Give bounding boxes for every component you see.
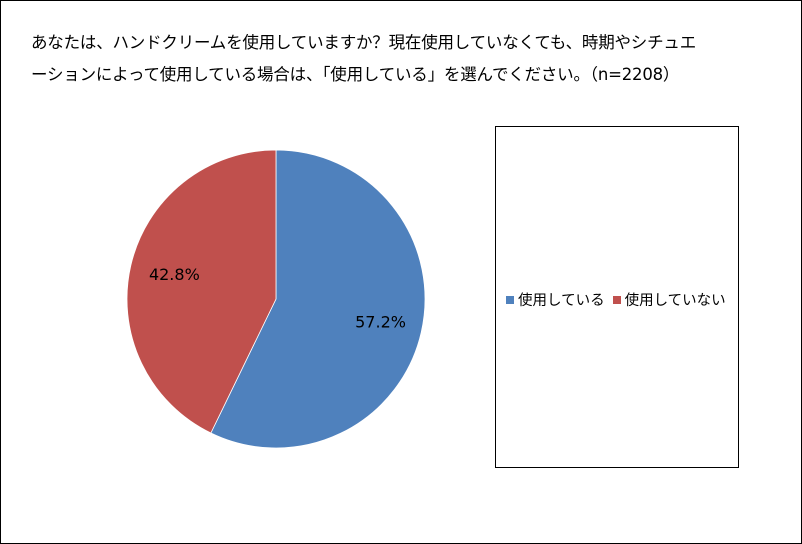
legend-label-not-used: 使用していない xyxy=(624,293,726,309)
chart-title-line-2: ーションによって使用している場合は、「使用している」を選んでください。（n=22… xyxy=(31,65,680,84)
legend-box: 使用している 使用していない xyxy=(495,126,739,468)
legend-label-used: 使用している xyxy=(518,293,605,309)
pie-label-not-used: 42.8% xyxy=(149,265,200,284)
chart-title: あなたは、ハンドクリームを使用していますか？現在使用していなくても、時期やシチュ… xyxy=(31,27,731,91)
legend-item-used: 使用している xyxy=(506,289,605,310)
legend: 使用している 使用していない xyxy=(506,289,734,310)
legend-item-not-used: 使用していない xyxy=(612,289,726,310)
chart-title-line-1: あなたは、ハンドクリームを使用していますか？現在使用していなくても、時期やシチュ… xyxy=(31,33,697,52)
pie-slice-not-used xyxy=(126,149,277,434)
legend-swatch-used xyxy=(506,295,514,304)
pie-label-used: 57.2% xyxy=(355,313,406,332)
pie-slice-used xyxy=(210,149,426,449)
legend-swatch-not-used xyxy=(612,295,621,304)
